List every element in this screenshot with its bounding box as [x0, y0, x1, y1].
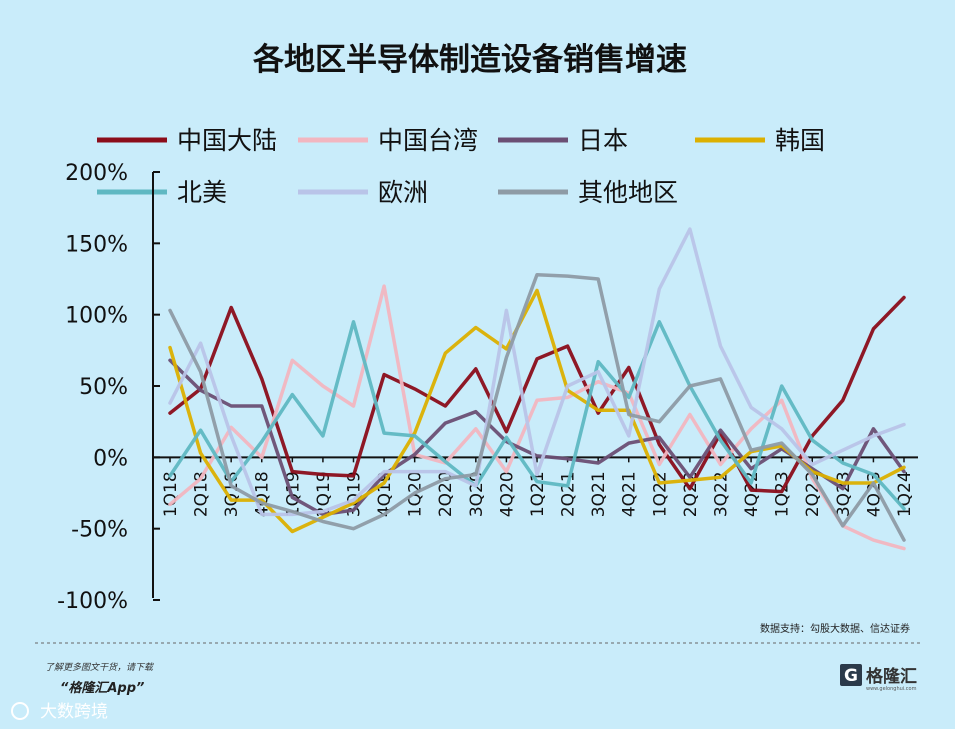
- x-tick-label: 4Q21: [620, 471, 640, 517]
- series-line-4: [168, 288, 906, 534]
- series-line-3: [168, 358, 906, 517]
- legend-label-5: 北美: [177, 178, 227, 207]
- x-tick-label: 4Q19: [375, 471, 395, 517]
- brand-watermark: 大数跨境: [11, 702, 108, 722]
- logo-name: 格隆汇: [866, 666, 917, 687]
- chart-title: 各地区半导体制造设备销售增速: [252, 42, 687, 78]
- y-tick-label: -100%: [57, 589, 128, 614]
- x-tick-label: 4Q20: [497, 471, 517, 517]
- x-axis: 1Q18 2Q18 3Q18 4Q18 1Q19 2Q19 3Q19 4Q19 1Q20 2Q20…: [153, 456, 918, 517]
- y-tick-label: 0%: [93, 446, 128, 471]
- x-tick-label: 1Q18: [161, 471, 181, 517]
- series-line-7: [168, 272, 906, 542]
- x-tick-label: 3Q22: [712, 471, 732, 517]
- y-tick-label: 150%: [65, 232, 128, 257]
- x-tick-label: 1Q22: [650, 471, 670, 517]
- y-tick-label: 100%: [65, 304, 128, 329]
- legend-label-6: 欧洲: [378, 178, 428, 207]
- logo-letter: G: [844, 666, 858, 686]
- footer-note: 了解更多图文干货，请下载: [45, 662, 154, 673]
- y-tick-label: 50%: [79, 375, 128, 400]
- logo-mark-icon: [840, 664, 862, 686]
- y-axis: 200% 150% 100% 50% 0% -50% -100%: [57, 161, 160, 614]
- x-tick-label: 2Q19: [314, 471, 334, 517]
- x-tick-label: 3Q18: [222, 471, 242, 517]
- source-text: 数据支持：勾股大数据、信达证券: [760, 622, 910, 635]
- series-line-2: [168, 284, 906, 551]
- legend-label-1: 中国大陆: [177, 126, 277, 155]
- legend-label-2: 中国台湾: [378, 126, 478, 155]
- x-tick-label: 1Q24: [895, 471, 915, 517]
- logo-url: www.gelonghui.com: [866, 686, 917, 692]
- gelonghui-logo: G 格隆汇 www.gelonghui.com: [840, 664, 917, 692]
- brand-logo-icon: [11, 702, 29, 720]
- series-line-5: [168, 320, 906, 511]
- footer-brand: 大数跨境: [40, 702, 108, 722]
- series-line-6: [168, 227, 906, 517]
- legend-label-3: 日本: [578, 126, 628, 155]
- legend-label-4: 韩国: [775, 126, 825, 155]
- x-tick-label: 1Q21: [528, 471, 548, 517]
- y-tick-label: -50%: [71, 518, 128, 543]
- x-tick-label: 3Q21: [589, 471, 609, 517]
- x-tick-label: 2Q21: [559, 471, 579, 517]
- series-group: [168, 227, 906, 551]
- x-tick-label: 3Q23: [834, 471, 854, 517]
- footer-app: “格隆汇App”: [60, 680, 144, 696]
- legend-label-7: 其他地区: [578, 178, 678, 207]
- y-tick-label: 200%: [65, 161, 128, 186]
- x-tick-label: 2Q20: [436, 471, 456, 517]
- series-line-1: [168, 295, 906, 494]
